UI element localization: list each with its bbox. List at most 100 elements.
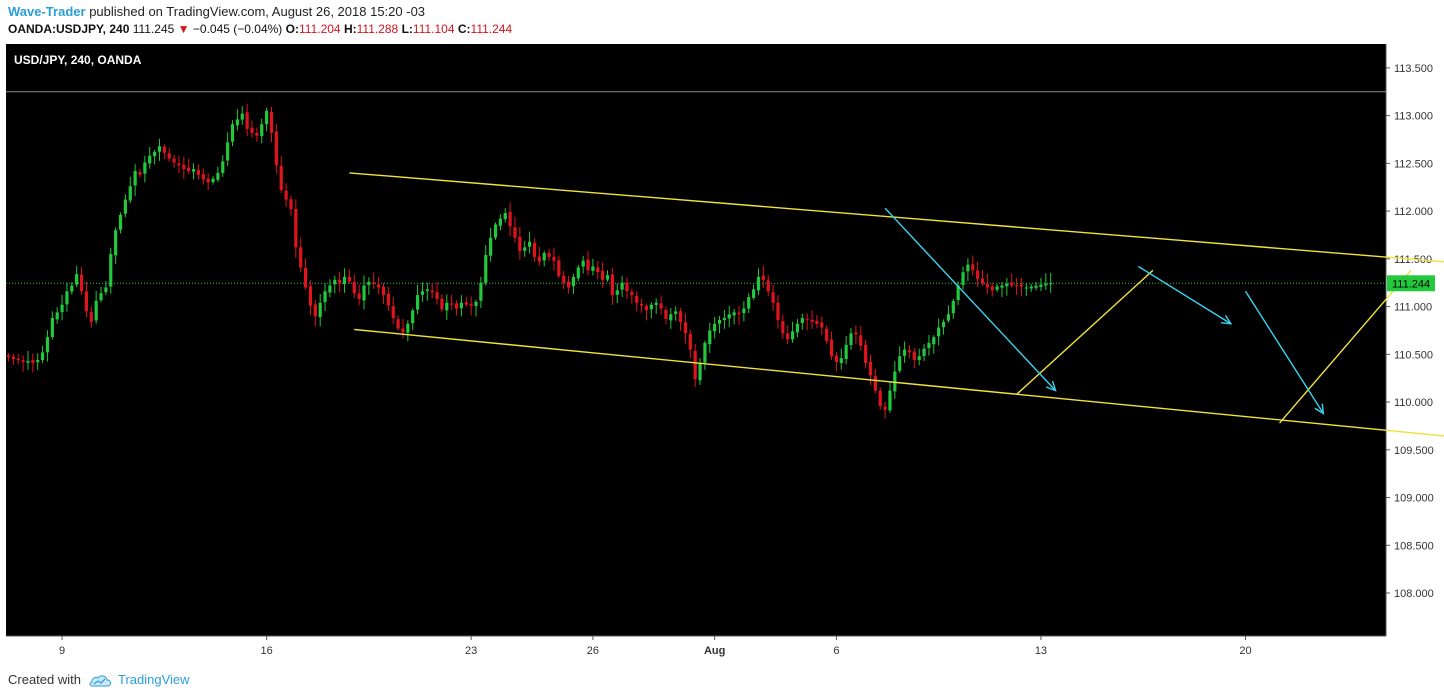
candle-body: [187, 167, 191, 171]
candle-body: [138, 171, 142, 175]
candle-body: [1029, 286, 1033, 289]
candle-body: [523, 247, 527, 251]
candle-body: [985, 283, 989, 288]
candle-body: [235, 119, 239, 126]
candle-body: [479, 282, 483, 301]
tradingview-cloud-icon: [89, 674, 111, 687]
candle-body: [201, 174, 205, 180]
candle-body: [65, 291, 69, 305]
candle-body: [167, 153, 171, 159]
arrow-head: [1314, 403, 1325, 415]
candle-body: [75, 274, 79, 285]
candle-body: [289, 199, 293, 210]
impulse-leg-line: [1279, 269, 1412, 424]
candle-body: [148, 155, 152, 164]
candle-body: [391, 306, 395, 319]
candle-body: [459, 302, 464, 309]
candle-body: [576, 267, 580, 279]
candle-body: [489, 237, 493, 256]
candle-body: [951, 300, 955, 314]
candle-body: [104, 287, 108, 293]
candle-body: [956, 285, 960, 301]
chart-background: [6, 44, 1386, 636]
candle-body: [790, 331, 795, 340]
horizontal-lines: [6, 91, 1386, 284]
arrow-head: [1045, 380, 1057, 392]
candle-body: [1010, 282, 1014, 286]
x-tick-label: 26: [587, 645, 599, 657]
candle-body: [674, 311, 678, 315]
candle-body: [752, 289, 756, 298]
high-value: 111.288: [356, 22, 399, 36]
candle-body: [912, 351, 916, 361]
candle-body: [260, 124, 264, 137]
candle-body: [693, 350, 697, 380]
candle-body: [644, 305, 649, 311]
x-tick-label: 13: [1035, 645, 1047, 657]
symbol-info-line: OANDA:USDJPY, 240 111.245 ▼ −0.045 (−0.0…: [8, 22, 512, 36]
candle-body: [839, 358, 843, 364]
candle-body: [941, 321, 946, 328]
candle-body: [55, 312, 59, 320]
candle-body: [868, 361, 873, 376]
candle-body: [508, 211, 512, 227]
candlestick-series: [6, 103, 1053, 419]
down-triangle-icon: ▼: [177, 22, 190, 36]
candle-body: [191, 169, 196, 172]
candle-body: [834, 355, 838, 362]
candle-body: [990, 286, 994, 291]
candle-body: [60, 304, 64, 313]
y-tick-label: 112.500: [1394, 158, 1433, 170]
created-with-label: Created with: [8, 672, 81, 687]
candle-body: [406, 323, 410, 333]
candle-body: [669, 314, 673, 321]
candle-body: [766, 280, 770, 292]
candle-body: [26, 361, 30, 363]
x-tick-label: 20: [1239, 645, 1251, 657]
low-label: L:: [401, 22, 413, 36]
candle-body: [299, 247, 303, 268]
candle-body: [401, 328, 405, 333]
candle-body: [493, 224, 498, 238]
y-tick-label: 112.000: [1394, 206, 1433, 218]
candle-body: [338, 279, 342, 284]
candle-body: [386, 293, 390, 306]
projection-arrow-line: [1137, 265, 1232, 325]
candle-body: [328, 285, 332, 293]
candle-body: [591, 266, 595, 271]
candle-body: [635, 296, 639, 303]
candle-body: [1044, 283, 1048, 286]
candle-body: [829, 339, 834, 357]
price-tag-box: [1387, 275, 1435, 292]
time-axis-area[interactable]: [6, 636, 1444, 660]
author-link[interactable]: Wave-Trader: [8, 4, 86, 19]
candle-body: [571, 276, 576, 287]
price-axis-area[interactable]: [1386, 44, 1444, 636]
candle-body: [45, 337, 50, 353]
candle-body: [844, 344, 848, 360]
tradingview-link[interactable]: TradingView: [118, 672, 190, 687]
candle-body: [70, 285, 74, 292]
close-value: 111.244: [470, 22, 513, 36]
candle-body: [586, 259, 590, 271]
candle-body: [727, 314, 731, 319]
candle-body: [566, 281, 571, 288]
candle-body: [976, 270, 980, 279]
candle-body: [16, 358, 20, 361]
candle-body: [708, 330, 712, 345]
candle-body: [937, 327, 941, 337]
candle-body: [498, 218, 502, 226]
drawings-layer: [349, 172, 1444, 437]
candle-body: [907, 350, 912, 353]
candle-body: [420, 291, 425, 295]
candle-body: [795, 323, 800, 333]
candle-body: [893, 371, 897, 392]
candle-body: [118, 214, 123, 230]
candle-body: [873, 375, 877, 391]
candle-body: [128, 186, 132, 201]
candle-body: [381, 286, 386, 296]
candle-body: [980, 278, 985, 284]
candle-body: [878, 390, 882, 406]
candle-body: [230, 124, 235, 142]
